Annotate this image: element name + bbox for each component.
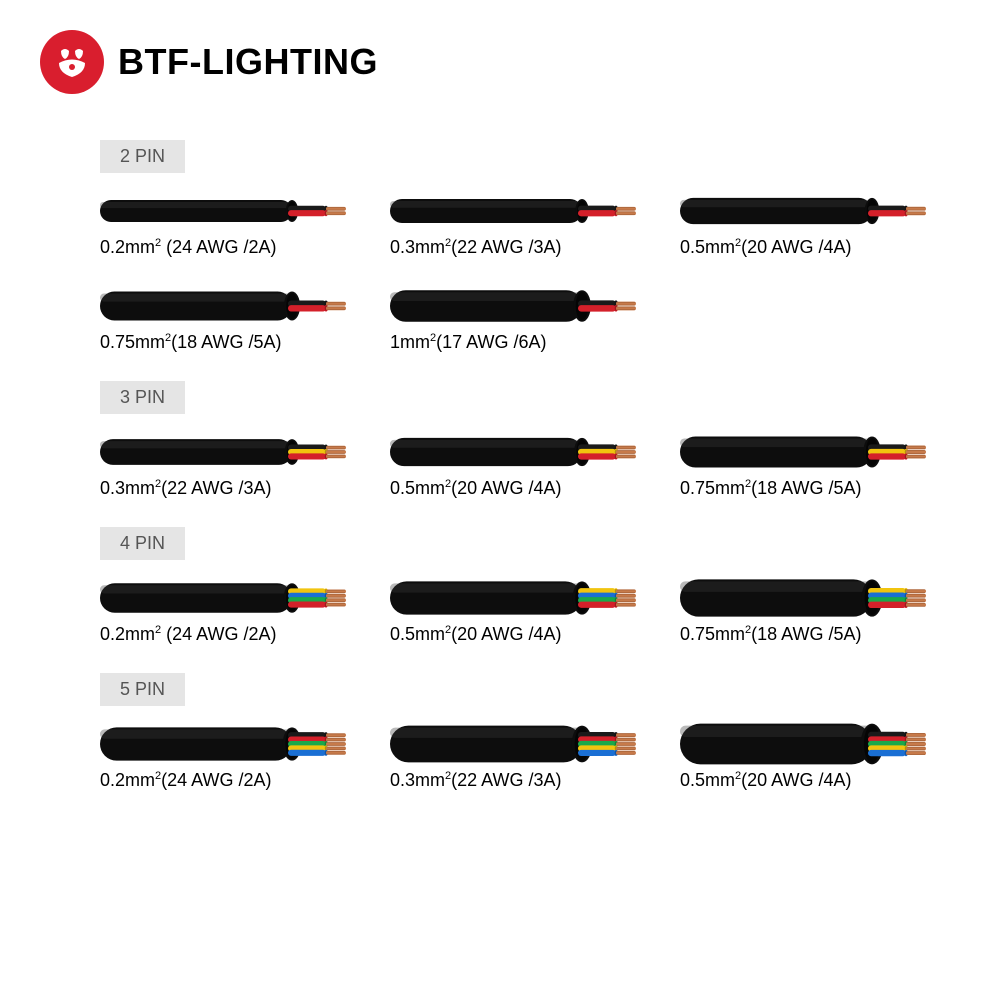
cable-grid: 0.2mm2 (24 AWG /2A) 0.5mm2(20 AWG /4A) 0.7… [100, 576, 930, 645]
section-badge: 5 PIN [100, 673, 185, 706]
cable-item: 0.3mm2(22 AWG /3A) [100, 430, 350, 499]
cable-item: 0.75mm2(18 AWG /5A) [680, 430, 930, 499]
cable-item: 0.2mm2(24 AWG /2A) [100, 722, 350, 791]
cable-item: 0.75mm2(18 AWG /5A) [680, 576, 930, 645]
cable-spec-label: 0.3mm2(22 AWG /3A) [390, 770, 640, 791]
cable-item: 0.5mm2(20 AWG /4A) [390, 430, 640, 499]
cable-illustration-icon [100, 722, 350, 766]
cable-item: 1mm2(17 AWG /6A) [390, 284, 640, 353]
cable-illustration-icon [390, 189, 640, 233]
cable-grid: 0.3mm2(22 AWG /3A) 0.5mm2(20 AWG /4A) 0.75… [100, 430, 930, 499]
cable-illustration-icon [390, 722, 640, 766]
cable-item: 0.2mm2 (24 AWG /2A) [100, 189, 350, 258]
cable-spec-label: 0.3mm2(22 AWG /3A) [100, 478, 350, 499]
cable-illustration-icon [100, 189, 350, 233]
cable-item: 0.5mm2(20 AWG /4A) [680, 722, 930, 791]
cable-item: 0.5mm2(20 AWG /4A) [680, 189, 930, 258]
cable-spec-label: 0.2mm2(24 AWG /2A) [100, 770, 350, 791]
cable-item: 0.3mm2(22 AWG /3A) [390, 189, 640, 258]
cable-spec-label: 0.5mm2(20 AWG /4A) [680, 770, 930, 791]
cable-spec-label: 1mm2(17 AWG /6A) [390, 332, 640, 353]
cable-item: 0.5mm2(20 AWG /4A) [390, 576, 640, 645]
brand-header: BTF-LIGHTING [40, 30, 960, 94]
section-badge: 3 PIN [100, 381, 185, 414]
section-badge: 4 PIN [100, 527, 185, 560]
cable-illustration-icon [390, 430, 640, 474]
cable-illustration-icon [100, 576, 350, 620]
cable-spec-label: 0.3mm2(22 AWG /3A) [390, 237, 640, 258]
cable-grid: 0.2mm2 (24 AWG /2A) 0.3mm2(22 AWG /3A) 0.5… [100, 189, 930, 353]
cable-spec-label: 0.5mm2(20 AWG /4A) [390, 624, 640, 645]
cable-illustration-icon [680, 189, 930, 233]
cable-illustration-icon [100, 284, 350, 328]
brand-logo-icon [40, 30, 104, 94]
cable-spec-label: 0.2mm2 (24 AWG /2A) [100, 624, 350, 645]
cable-spec-label: 0.75mm2(18 AWG /5A) [680, 478, 930, 499]
cable-grid: 0.2mm2(24 AWG /2A) 0.3mm2(22 AWG /3A) 0.5m… [100, 722, 930, 791]
cable-illustration-icon [680, 576, 930, 620]
cable-spec-label: 0.2mm2 (24 AWG /2A) [100, 237, 350, 258]
cable-illustration-icon [680, 722, 930, 766]
cable-illustration-icon [390, 284, 640, 328]
cable-illustration-icon [390, 576, 640, 620]
cable-spec-label: 0.5mm2(20 AWG /4A) [390, 478, 640, 499]
section-badge: 2 PIN [100, 140, 185, 173]
cable-item: 0.75mm2(18 AWG /5A) [100, 284, 350, 353]
cable-spec-label: 0.5mm2(20 AWG /4A) [680, 237, 930, 258]
cable-spec-label: 0.75mm2(18 AWG /5A) [680, 624, 930, 645]
cable-catalog: 2 PIN 0.2mm2 (24 AWG /2A) 0.3mm2(22 AWG /3… [40, 134, 960, 791]
brand-name: BTF-LIGHTING [118, 41, 378, 83]
cable-item: 0.2mm2 (24 AWG /2A) [100, 576, 350, 645]
cable-spec-label: 0.75mm2(18 AWG /5A) [100, 332, 350, 353]
cable-illustration-icon [680, 430, 930, 474]
cable-illustration-icon [100, 430, 350, 474]
cable-item: 0.3mm2(22 AWG /3A) [390, 722, 640, 791]
